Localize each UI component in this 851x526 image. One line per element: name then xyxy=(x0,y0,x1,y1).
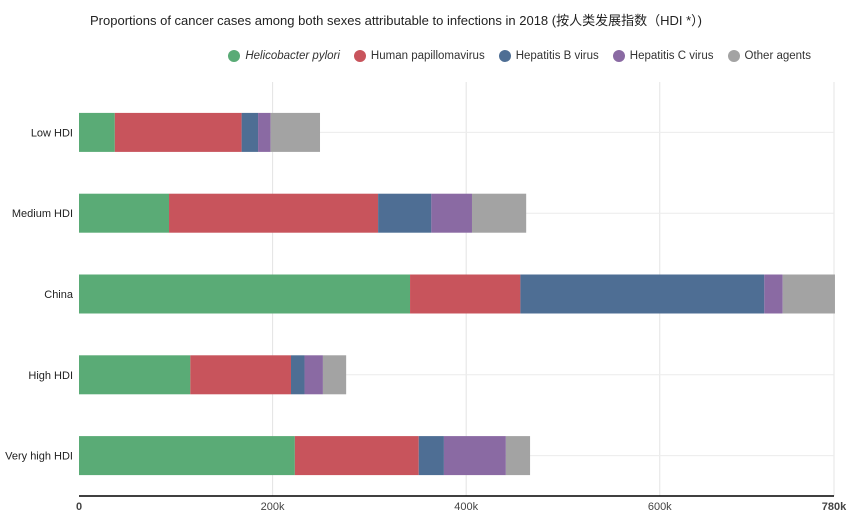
x-tick-label: 780k xyxy=(822,501,847,513)
legend-swatch xyxy=(498,50,511,62)
category-label: China xyxy=(44,289,74,301)
bar-segment-hepatitis-b-virus[interactable] xyxy=(378,193,432,233)
bar-segment-human-papillomavirus[interactable] xyxy=(169,193,379,233)
chart-title: Proportions of cancer cases among both s… xyxy=(90,13,702,28)
bar-segment-hepatitis-c-virus[interactable] xyxy=(764,274,783,314)
bar-segment-hepatitis-b-virus[interactable] xyxy=(241,112,259,152)
legend-swatch xyxy=(353,50,366,62)
x-axis: 0 200k 400k 600k 780k xyxy=(76,495,847,513)
legend-label: Human papillomavirus xyxy=(370,50,485,62)
legend-item-helicobacter-pylori[interactable]: Helicobacter pylori xyxy=(228,50,340,62)
bar-segment-human-papillomavirus[interactable] xyxy=(114,112,242,152)
bar-segment-other-agents[interactable] xyxy=(471,193,527,233)
bar-segment-hepatitis-c-virus[interactable] xyxy=(443,436,506,476)
bar-segment-other-agents[interactable] xyxy=(782,274,835,314)
bar-segment-hepatitis-b-virus[interactable] xyxy=(520,274,765,314)
x-tick-label: 600k xyxy=(648,501,672,513)
category-label: Medium HDI xyxy=(12,208,73,220)
legend-label: Other agents xyxy=(744,50,811,62)
legend-label: Helicobacter pylori xyxy=(245,50,340,62)
bars xyxy=(79,112,835,476)
legend-swatch xyxy=(612,50,625,62)
bar-segment-hepatitis-c-virus[interactable] xyxy=(431,193,472,233)
bar-segment-other-agents[interactable] xyxy=(270,112,321,152)
bar-segment-other-agents[interactable] xyxy=(322,355,347,395)
bar-segment-human-papillomavirus[interactable] xyxy=(190,355,291,395)
legend-item-hepatitis-c-virus[interactable]: Hepatitis C virus xyxy=(612,50,714,62)
bar-segment-other-agents[interactable] xyxy=(505,436,531,476)
category-labels: Low HDI Medium HDI China High HDI Very high … xyxy=(5,127,74,462)
legend-item-hepatitis-b-virus[interactable]: Hepatitis B virus xyxy=(498,50,599,62)
x-tick-label: 0 xyxy=(76,501,82,513)
legend-label: Hepatitis B virus xyxy=(515,50,599,62)
bar-segment-human-papillomavirus[interactable] xyxy=(294,436,419,476)
category-label: Very high HDI xyxy=(5,451,73,463)
bar-segment-helicobacter-pylori[interactable] xyxy=(79,274,411,314)
bar-segment-hepatitis-c-virus[interactable] xyxy=(258,112,271,152)
bar-segment-helicobacter-pylori[interactable] xyxy=(79,436,295,476)
legend-swatch xyxy=(228,50,241,62)
x-tick-label: 200k xyxy=(261,501,285,513)
category-label: Low HDI xyxy=(31,127,73,139)
bar-segment-human-papillomavirus[interactable] xyxy=(410,274,521,314)
chart-legend: Helicobacter pylori Human papillomavirus… xyxy=(228,50,811,62)
bar-segment-hepatitis-b-virus[interactable] xyxy=(418,436,444,476)
bar-segment-helicobacter-pylori[interactable] xyxy=(79,355,191,395)
legend-item-human-papillomavirus[interactable]: Human papillomavirus xyxy=(353,50,485,62)
bar-segment-hepatitis-b-virus[interactable] xyxy=(290,355,305,395)
bar-segment-helicobacter-pylori[interactable] xyxy=(79,112,115,152)
legend-label: Hepatitis C virus xyxy=(629,50,714,62)
legend-item-other-agents[interactable]: Other agents xyxy=(727,50,811,62)
legend-swatch xyxy=(727,50,740,62)
bar-segment-hepatitis-c-virus[interactable] xyxy=(304,355,323,395)
bar-segment-helicobacter-pylori[interactable] xyxy=(79,193,170,233)
x-tick-label: 400k xyxy=(454,501,478,513)
category-label: High HDI xyxy=(28,370,73,382)
